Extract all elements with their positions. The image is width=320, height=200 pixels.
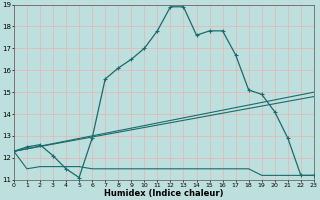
- X-axis label: Humidex (Indice chaleur): Humidex (Indice chaleur): [104, 189, 224, 198]
